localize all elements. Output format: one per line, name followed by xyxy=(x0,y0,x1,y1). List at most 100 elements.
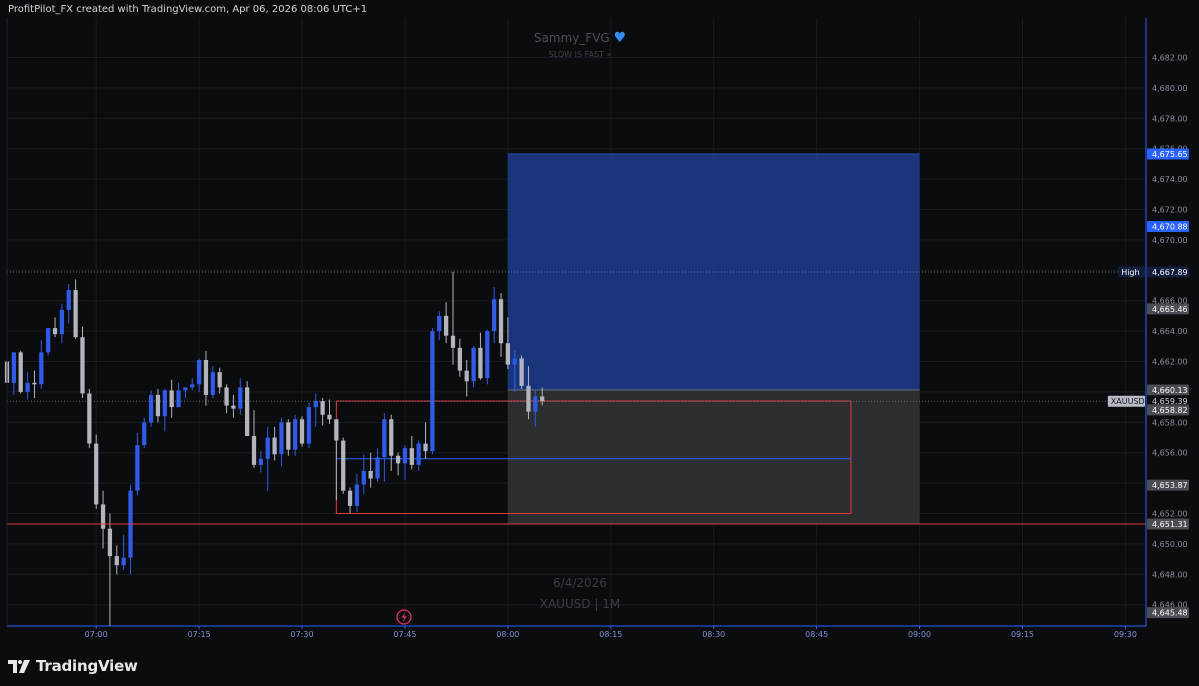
price-tick-label: 4,656.00 xyxy=(1152,449,1188,458)
bull-candle-body xyxy=(430,331,435,452)
bear-candle-body xyxy=(87,393,92,444)
watermark-bottom: 6/4/2026 XAUUSD | 1M xyxy=(440,576,720,611)
time-tick-label: 07:30 xyxy=(291,630,314,639)
price-tick-label: 4,652.00 xyxy=(1152,510,1188,519)
bear-candle-body xyxy=(423,443,428,452)
bear-candle-body xyxy=(519,358,524,386)
price-tag-value: 4,653.87 xyxy=(1152,481,1188,490)
bull-candle-body xyxy=(190,384,195,388)
bear-candle-body xyxy=(73,290,78,338)
watermark-date: 6/4/2026 xyxy=(553,576,607,590)
watermark-top: Sammy_FVG ♥ SLOW IS FAST » xyxy=(440,30,720,59)
price-tag-name-box xyxy=(1118,266,1145,278)
price-tick-label: 4,682.00 xyxy=(1152,54,1188,63)
heart-icon: ♥ xyxy=(613,30,627,46)
price-tick-label: 4,680.00 xyxy=(1152,84,1188,93)
bear-candle-body xyxy=(224,387,229,406)
price-tag-name: XAUUSD xyxy=(1111,397,1145,406)
header-attribution: ProfitPilot_FX created with TradingView.… xyxy=(8,4,368,15)
target-zone xyxy=(507,154,920,390)
time-tick-label: 07:15 xyxy=(188,630,211,639)
chart-header: ProfitPilot_FX created with TradingView.… xyxy=(0,0,1199,18)
bear-candle-body xyxy=(395,455,401,464)
bull-candle-body xyxy=(196,360,202,385)
bear-candle-body xyxy=(169,390,174,408)
bull-candle-body xyxy=(382,419,387,458)
bull-candle-body xyxy=(512,358,517,365)
bull-candle-body xyxy=(361,470,366,485)
bear-candle-body xyxy=(155,394,161,417)
bull-candle-body xyxy=(25,382,30,392)
price-tag-value: 4,667.89 xyxy=(1152,268,1188,277)
bull-candle-body xyxy=(258,458,264,465)
bull-candle-body xyxy=(210,372,215,395)
watermark-symbol: XAUUSD | 1M xyxy=(539,597,621,611)
bear-candle-body xyxy=(368,470,373,479)
bear-candle-body xyxy=(107,528,113,557)
bear-candle-body xyxy=(464,370,469,382)
bull-candle-body xyxy=(279,422,284,455)
bear-candle-body xyxy=(347,490,353,506)
bull-candle-body xyxy=(183,387,188,391)
bull-candle-body xyxy=(293,419,298,450)
price-tag-box xyxy=(1147,479,1189,491)
bear-candle-body xyxy=(114,556,119,566)
tradingview-logo-icon xyxy=(8,659,30,673)
bear-candle-body xyxy=(341,440,346,491)
bear-candle-body xyxy=(217,372,222,388)
bull-candle-body xyxy=(142,422,147,446)
price-tag-value: 4,675.65 xyxy=(1152,150,1188,159)
watermark-title: Sammy_FVG xyxy=(533,31,610,45)
bull-candle-body xyxy=(59,309,65,335)
price-tag-box xyxy=(1147,221,1189,233)
bull-candle-body xyxy=(437,315,442,332)
bull-candle-body xyxy=(46,328,51,353)
time-tick-label: 09:30 xyxy=(1114,630,1137,639)
bear-candle-body xyxy=(526,385,531,412)
bear-candle-body xyxy=(540,396,545,402)
bear-candle-body xyxy=(478,347,483,379)
bear-candle-body xyxy=(327,414,332,420)
price-tag-value: 4,659.39 xyxy=(1152,397,1188,406)
tradingview-brand: TradingView xyxy=(36,657,138,675)
price-tick-label: 4,646.00 xyxy=(1152,601,1188,610)
bear-candle-body xyxy=(94,443,99,505)
bull-candle-body xyxy=(402,448,408,464)
chart-footer: TradingView xyxy=(0,646,1199,686)
bull-candle-body xyxy=(238,387,243,409)
candles xyxy=(4,271,545,626)
bear-candle-body xyxy=(444,315,449,336)
bear-candle-body xyxy=(18,352,23,392)
bear-candle-body xyxy=(52,328,58,335)
price-tag-value: 4,645.48 xyxy=(1152,609,1188,618)
bull-candle-body xyxy=(492,299,497,332)
price-tag-box xyxy=(1147,384,1189,396)
price-tick-label: 4,662.00 xyxy=(1152,358,1188,367)
price-tick-label: 4,658.00 xyxy=(1152,418,1188,427)
bear-candle-body xyxy=(409,448,414,465)
time-axis-labels[interactable]: 07:00 07:15 07:30 07:45 08:00 08:15 08:30 08:45… xyxy=(85,630,1199,639)
time-tick-label: 07:45 xyxy=(393,630,416,639)
bull-candle-body xyxy=(39,352,44,385)
tradingview-logo[interactable]: TradingView xyxy=(8,657,138,675)
price-tick-label: 4,670.00 xyxy=(1152,236,1188,245)
price-tick-label: 4,650.00 xyxy=(1152,540,1188,549)
stop-zone xyxy=(507,389,920,525)
price-tag-name: High xyxy=(1121,268,1139,277)
bull-candle-body xyxy=(265,437,270,459)
bear-candle-body xyxy=(498,299,504,344)
bull-candle-body xyxy=(176,390,181,408)
bull-candle-body xyxy=(121,557,126,566)
replay-lightning-icon[interactable] xyxy=(396,609,412,625)
bear-candle-body xyxy=(389,419,394,456)
price-tag-labels: 4,675.654,670.884,667.89High4,665.464,66… xyxy=(1107,148,1189,619)
bear-candle-body xyxy=(100,504,106,529)
price-tick-label: 4,678.00 xyxy=(1152,114,1188,123)
bear-candle-body xyxy=(272,437,277,455)
bull-candle-body xyxy=(485,331,490,379)
price-tick-label: 4,666.00 xyxy=(1152,297,1188,306)
bear-candle-body xyxy=(203,360,209,395)
price-tag-value: 4,658.82 xyxy=(1152,406,1188,415)
price-tag-value: 4,660.13 xyxy=(1152,386,1188,395)
